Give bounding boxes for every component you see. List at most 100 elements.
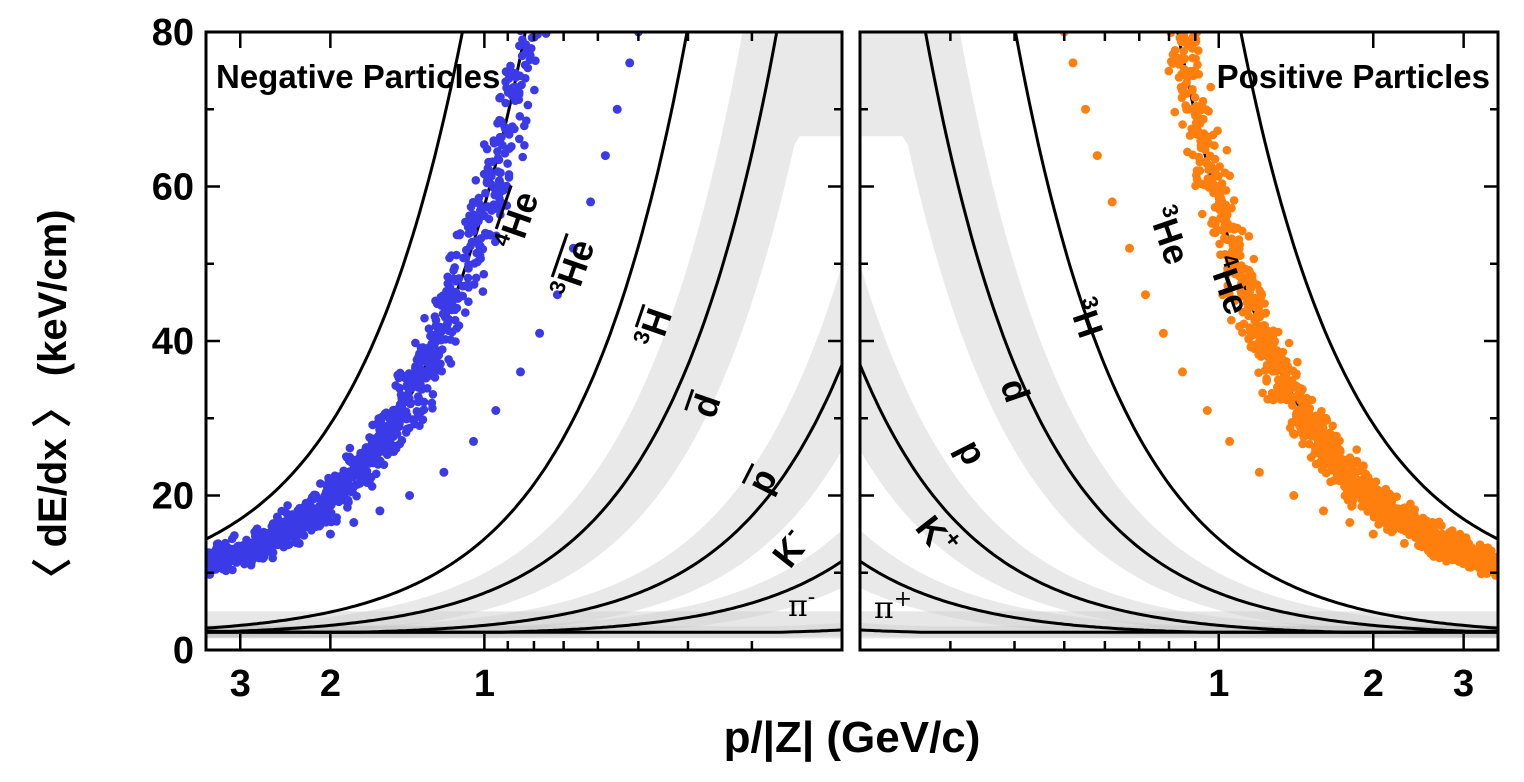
sample-point — [267, 546, 277, 556]
data-point — [352, 491, 361, 501]
sample-point — [1368, 529, 1378, 539]
data-point — [481, 188, 490, 198]
x-tick-label: 2 — [1363, 663, 1384, 705]
data-point — [466, 241, 475, 251]
data-point — [1192, 119, 1202, 128]
sample-point — [1158, 328, 1168, 338]
sample-point — [1480, 556, 1490, 566]
x-tick-labels: 1 1 2 2 3 3 — [230, 663, 1474, 705]
data-point — [482, 144, 492, 154]
data-point — [1332, 431, 1341, 441]
data-point — [240, 559, 249, 569]
data-point — [310, 492, 320, 502]
data-point — [515, 112, 525, 121]
data-point — [489, 138, 499, 148]
panel-title-positive: Positive Particles — [1217, 58, 1490, 95]
data-point — [1290, 430, 1299, 439]
data-point — [1202, 105, 1211, 114]
data-point — [1300, 399, 1309, 408]
histogram-band — [860, 611, 1498, 639]
data-point — [413, 383, 423, 392]
data-point — [1343, 495, 1353, 505]
data-point — [220, 541, 229, 551]
data-point — [424, 357, 434, 367]
data-point — [1292, 408, 1301, 418]
data-point — [531, 56, 540, 65]
data-point — [523, 100, 533, 110]
sample-point — [1081, 104, 1090, 114]
data-point — [520, 141, 529, 150]
data-point — [258, 554, 268, 563]
data-point — [530, 85, 539, 95]
data-point — [443, 279, 453, 288]
data-point — [1273, 375, 1283, 385]
data-point — [430, 373, 440, 382]
x-tick-label: 3 — [1453, 663, 1474, 705]
data-point — [339, 471, 348, 481]
data-point — [345, 443, 355, 453]
data-point — [1321, 434, 1331, 444]
sample-point — [552, 290, 562, 300]
data-point — [411, 372, 421, 382]
data-point — [323, 480, 333, 490]
data-point — [1270, 338, 1279, 347]
data-point — [1371, 484, 1381, 494]
data-point — [1193, 108, 1203, 117]
data-point — [370, 434, 380, 444]
data-point — [1317, 465, 1327, 474]
data-point — [428, 390, 438, 399]
data-point — [515, 134, 524, 144]
data-point — [338, 482, 347, 491]
sample-point — [516, 367, 525, 377]
data-point — [378, 436, 388, 445]
data-point — [1170, 107, 1180, 117]
data-point — [1170, 46, 1180, 55]
data-point — [243, 541, 253, 551]
data-point — [428, 404, 437, 413]
sample-point — [325, 529, 335, 539]
data-point — [533, 17, 542, 26]
data-point — [391, 420, 400, 429]
data-point — [1260, 366, 1270, 375]
data-point — [394, 383, 404, 393]
data-point — [1253, 301, 1263, 311]
data-point — [426, 331, 435, 341]
data-point — [520, 121, 529, 131]
data-point — [1441, 549, 1451, 558]
data-point — [383, 450, 392, 460]
data-point — [451, 276, 461, 286]
svg-text:3H: 3H — [1060, 293, 1112, 343]
data-point — [283, 529, 293, 538]
data-point — [1225, 289, 1234, 299]
data-point — [471, 176, 481, 185]
data-point — [469, 227, 478, 236]
data-point — [1216, 193, 1226, 203]
data-point — [464, 218, 473, 227]
data-point — [1476, 569, 1486, 579]
data-point — [458, 281, 468, 291]
data-point — [1389, 524, 1399, 534]
data-point — [1280, 368, 1290, 377]
data-point — [283, 501, 292, 510]
curve-label-p: p — [949, 433, 996, 471]
data-point — [439, 324, 449, 333]
data-point — [1343, 473, 1352, 482]
data-point — [1231, 296, 1240, 305]
data-point — [1406, 518, 1416, 527]
data-point — [382, 423, 392, 433]
data-point — [1313, 434, 1322, 444]
sample-point — [1202, 406, 1212, 415]
y-tick-label: 40 — [152, 321, 194, 363]
data-point — [1183, 40, 1192, 50]
data-point — [324, 496, 334, 506]
data-point — [1436, 530, 1446, 539]
data-point — [502, 83, 511, 93]
data-point — [496, 187, 505, 197]
data-point — [1245, 288, 1254, 297]
data-point — [427, 339, 437, 348]
data-point — [1450, 531, 1460, 540]
histogram-band — [206, 264, 842, 638]
data-point — [1436, 538, 1446, 548]
x-axis-title: p/|Z| (GeV/c) — [724, 713, 981, 763]
data-point — [397, 402, 407, 412]
